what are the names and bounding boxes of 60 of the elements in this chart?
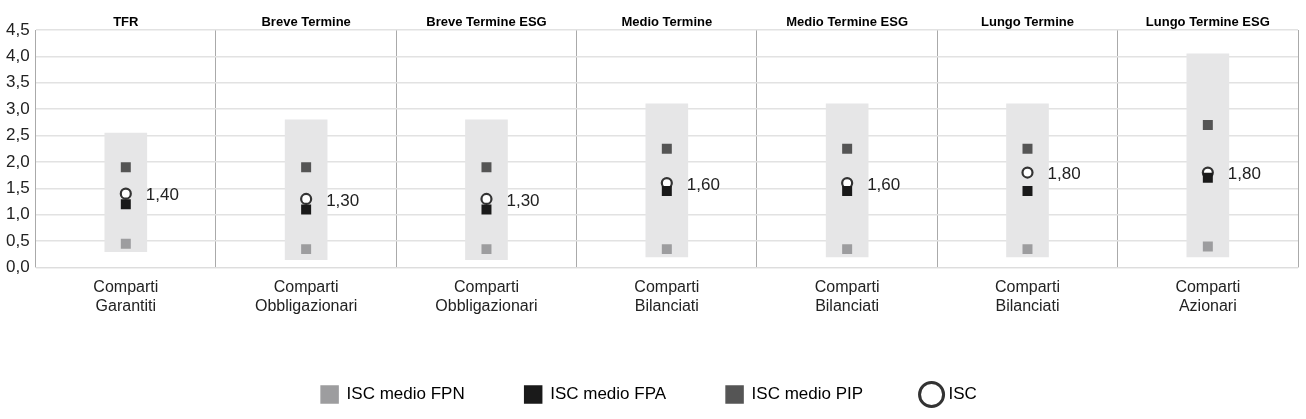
point xyxy=(1022,244,1033,255)
y-tick-label: 0,5 xyxy=(5,230,30,250)
text: TFR xyxy=(113,13,140,29)
point xyxy=(1202,241,1213,252)
y-tick-label: 2,5 xyxy=(5,125,30,145)
point xyxy=(120,199,131,210)
text: Lungo Termine xyxy=(981,13,1074,29)
x-tick-label: Comparti Bilanciati xyxy=(814,277,880,314)
point xyxy=(300,192,313,206)
y-tick-label: 4,5 xyxy=(5,19,30,39)
text: Medio Termine xyxy=(621,13,713,29)
point xyxy=(120,238,131,249)
x-tick-label: Comparti Obbligazionari xyxy=(435,277,538,314)
data-label: 1,60 xyxy=(686,174,720,194)
point xyxy=(1021,166,1034,179)
point xyxy=(842,244,853,255)
legend-label: ISC medio PIP xyxy=(751,384,864,404)
point xyxy=(1202,172,1213,183)
y-tick-label: 3,0 xyxy=(5,98,30,118)
point xyxy=(119,187,132,200)
point xyxy=(661,186,672,197)
y-tick-label: 0,0 xyxy=(5,257,30,277)
data-label: 1,40 xyxy=(145,185,179,205)
point xyxy=(301,244,312,255)
x-tick-label: Comparti Obbligazionari xyxy=(255,277,358,314)
y-tick-label: 4,0 xyxy=(5,46,30,66)
y-tick-label: 1,5 xyxy=(5,178,30,198)
x-tick-label: Comparti Bilanciati xyxy=(634,277,700,314)
text: Breve Termine xyxy=(261,13,351,29)
legend-label: ISC xyxy=(948,384,977,404)
point xyxy=(301,162,312,173)
x-tick-label: Comparti Garantiti xyxy=(93,277,159,314)
point xyxy=(1022,143,1033,154)
data-label: 1,30 xyxy=(506,190,540,210)
point xyxy=(120,162,131,173)
point xyxy=(661,244,672,255)
y-tick-label: 2,0 xyxy=(5,151,30,171)
data-label: 1,80 xyxy=(1047,164,1081,184)
point xyxy=(481,204,492,215)
data-label: 1,60 xyxy=(867,174,901,194)
data-label: 1,80 xyxy=(1227,164,1261,184)
point xyxy=(481,162,492,173)
point xyxy=(481,244,492,255)
text: Lungo Termine ESG xyxy=(1145,13,1270,29)
text: Medio Termine ESG xyxy=(786,13,909,29)
legend-label: ISC medio FPA xyxy=(550,384,667,404)
x-tick-label: Comparti Bilanciati xyxy=(995,277,1060,314)
text: Breve Termine ESG xyxy=(426,13,547,29)
point xyxy=(661,143,672,154)
point xyxy=(301,204,312,215)
point xyxy=(480,192,493,206)
x-tick-label: Comparti Azionari xyxy=(1175,277,1241,314)
point xyxy=(1022,186,1033,197)
point xyxy=(842,143,853,154)
y-tick-label: 3,5 xyxy=(5,72,30,92)
point xyxy=(842,186,853,197)
legend-label: ISC medio FPN xyxy=(346,384,465,404)
point xyxy=(1202,120,1213,131)
y-tick-label: 1,0 xyxy=(5,204,30,224)
data-label: 1,30 xyxy=(326,190,360,210)
